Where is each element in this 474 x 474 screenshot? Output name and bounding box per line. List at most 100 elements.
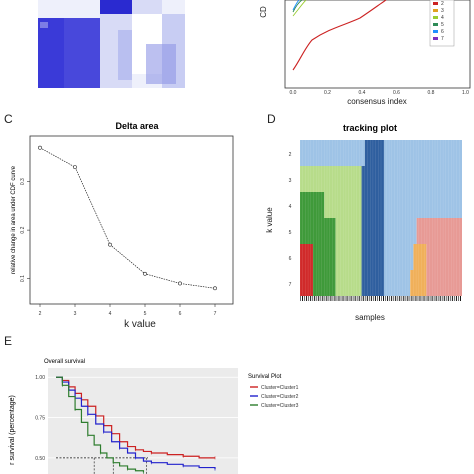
tracking-sample-tick <box>340 296 342 301</box>
tracking-segment-row6 <box>426 244 462 270</box>
panel-c-xlabel: k value <box>124 319 156 330</box>
tracking-segment-row3 <box>384 166 462 192</box>
legend-label-k7: 7 <box>441 36 444 42</box>
tracking-sample-tick <box>362 296 364 301</box>
b-xtick-label: 0.0 <box>290 90 297 96</box>
tracking-sample-tick <box>389 296 391 301</box>
tracking-segment-row5 <box>384 218 417 244</box>
tracking-sample-tick <box>403 296 405 301</box>
c-xtick-label: 4 <box>109 311 112 317</box>
tracking-segment-row6 <box>384 244 414 270</box>
panel-c-ylabel: relative change in area under CDF curve <box>11 165 17 274</box>
tracking-sample-tick <box>457 296 459 301</box>
tracking-sample-tick <box>455 296 457 301</box>
tracking-sample-tick <box>383 296 385 301</box>
tracking-segment-row2 <box>300 140 365 166</box>
e-legend-label-cluster3: Cluster=Cluster3 <box>261 403 299 409</box>
delta-area-point-k2 <box>38 145 42 150</box>
tracking-segment-row7 <box>361 270 385 296</box>
legend-swatch-k6 <box>433 30 438 33</box>
tracking-sample-tick <box>387 296 389 301</box>
b-xtick-label: 0.8 <box>428 90 435 96</box>
legend-label-k2: 2 <box>441 1 444 7</box>
d-row-label-k5: 5 <box>289 230 292 236</box>
tracking-sample-tick <box>360 296 362 301</box>
tracking-segment-row3 <box>361 166 385 192</box>
tracking-segment-row7 <box>335 270 362 296</box>
panel-b-xticks: 0.0 0.2 0.4 0.6 0.8 1.0 <box>290 90 470 96</box>
tracking-sample-tick <box>411 296 413 301</box>
tracking-sample-tick <box>435 296 437 301</box>
panel-b-ylabel: CD <box>259 6 268 18</box>
tracking-segment-row5 <box>361 218 385 244</box>
delta-area-point-k7 <box>213 286 217 291</box>
delta-area-point-k3 <box>73 165 77 169</box>
panel-e-subtitle: Overall survival <box>44 359 85 365</box>
d-row-label-k3: 3 <box>289 178 292 184</box>
tracking-sample-tick <box>407 296 409 301</box>
tracking-sample-tick <box>344 296 346 301</box>
tracking-sample-tick <box>302 296 304 301</box>
tracking-sample-tick <box>449 296 451 301</box>
legend-label-k3: 3 <box>441 8 444 14</box>
tracking-sample-tick <box>310 296 312 301</box>
c-xtick-label: 5 <box>144 311 147 317</box>
tracking-sample-tick <box>459 296 461 301</box>
tracking-sample-tick <box>304 296 306 301</box>
tracking-sample-tick <box>350 296 352 301</box>
panel-d-rowlabels: 2 3 4 5 6 7 <box>289 152 292 288</box>
panel-e-frame <box>48 368 238 474</box>
tracking-sample-tick <box>370 296 372 301</box>
tracking-sample-tick <box>352 296 354 301</box>
tracking-sample-tick <box>314 296 316 301</box>
tracking-sample-tick <box>441 296 443 301</box>
delta-area-point-k6 <box>178 281 182 286</box>
tracking-sample-tick <box>443 296 445 301</box>
b-xtick-label: 1.0 <box>462 90 469 96</box>
tracking-sample-tick <box>401 296 403 301</box>
panel-c-plot: 2 3 4 5 6 7 0.1 0.2 0.3 <box>20 145 217 317</box>
tracking-sample-tick <box>425 296 427 301</box>
panel-b-frame <box>284 0 471 89</box>
tracking-sample-tick <box>439 296 441 301</box>
tracking-segment-row4 <box>384 192 462 218</box>
panel-d-tracking <box>299 140 462 301</box>
tracking-sample-tick <box>393 296 395 301</box>
tracking-sample-tick <box>381 296 382 301</box>
tracking-segment-row6 <box>361 244 385 270</box>
c-xtick-label: 3 <box>74 311 77 317</box>
panel-e-legend: Cluster=Cluster1 Cluster=Cluster2 Cluster=… <box>250 385 299 409</box>
tracking-segment-row7 <box>426 270 462 296</box>
tracking-segment-row5 <box>300 218 336 244</box>
tracking-sample-tick <box>437 296 439 301</box>
tracking-sample-tick <box>395 296 397 301</box>
tracking-sample-tick <box>308 296 310 301</box>
tracking-sample-tick <box>413 296 415 301</box>
e-legend-label-cluster2: Cluster=Cluster2 <box>261 394 299 400</box>
tracking-sample-tick <box>364 296 366 301</box>
delta-area-point-k5 <box>143 271 147 276</box>
tracking-segment-row7 <box>410 270 427 296</box>
tracking-segment-row4 <box>300 192 325 218</box>
panel-d-xlabel: samples <box>355 313 385 322</box>
panel-d-ylabel: k value <box>265 207 274 233</box>
b-xtick-label: 0.4 <box>359 90 366 96</box>
tracking-sample-tick <box>372 296 374 301</box>
c-ytick-label: 0.1 <box>20 275 26 282</box>
tracking-sample-tick <box>385 296 387 301</box>
tracking-sample-tick <box>318 296 320 301</box>
tracking-sample-tick <box>431 296 433 301</box>
tracking-sample-tick <box>447 296 449 301</box>
tracking-sample-tick <box>376 296 378 301</box>
e-ytick-label: 0.50 <box>35 456 45 462</box>
tracking-sample-tick <box>399 296 401 301</box>
tracking-segment-row2 <box>364 140 385 166</box>
tracking-sample-tick <box>417 296 419 301</box>
tracking-segment-row7 <box>384 270 411 296</box>
legend-swatch-k3 <box>433 9 438 12</box>
tracking-segment-row6 <box>335 244 362 270</box>
tracking-segment-row5 <box>335 218 362 244</box>
delta-area-line <box>39 147 216 289</box>
tracking-sample-tick <box>356 296 358 301</box>
tracking-sample-tick <box>328 296 330 301</box>
